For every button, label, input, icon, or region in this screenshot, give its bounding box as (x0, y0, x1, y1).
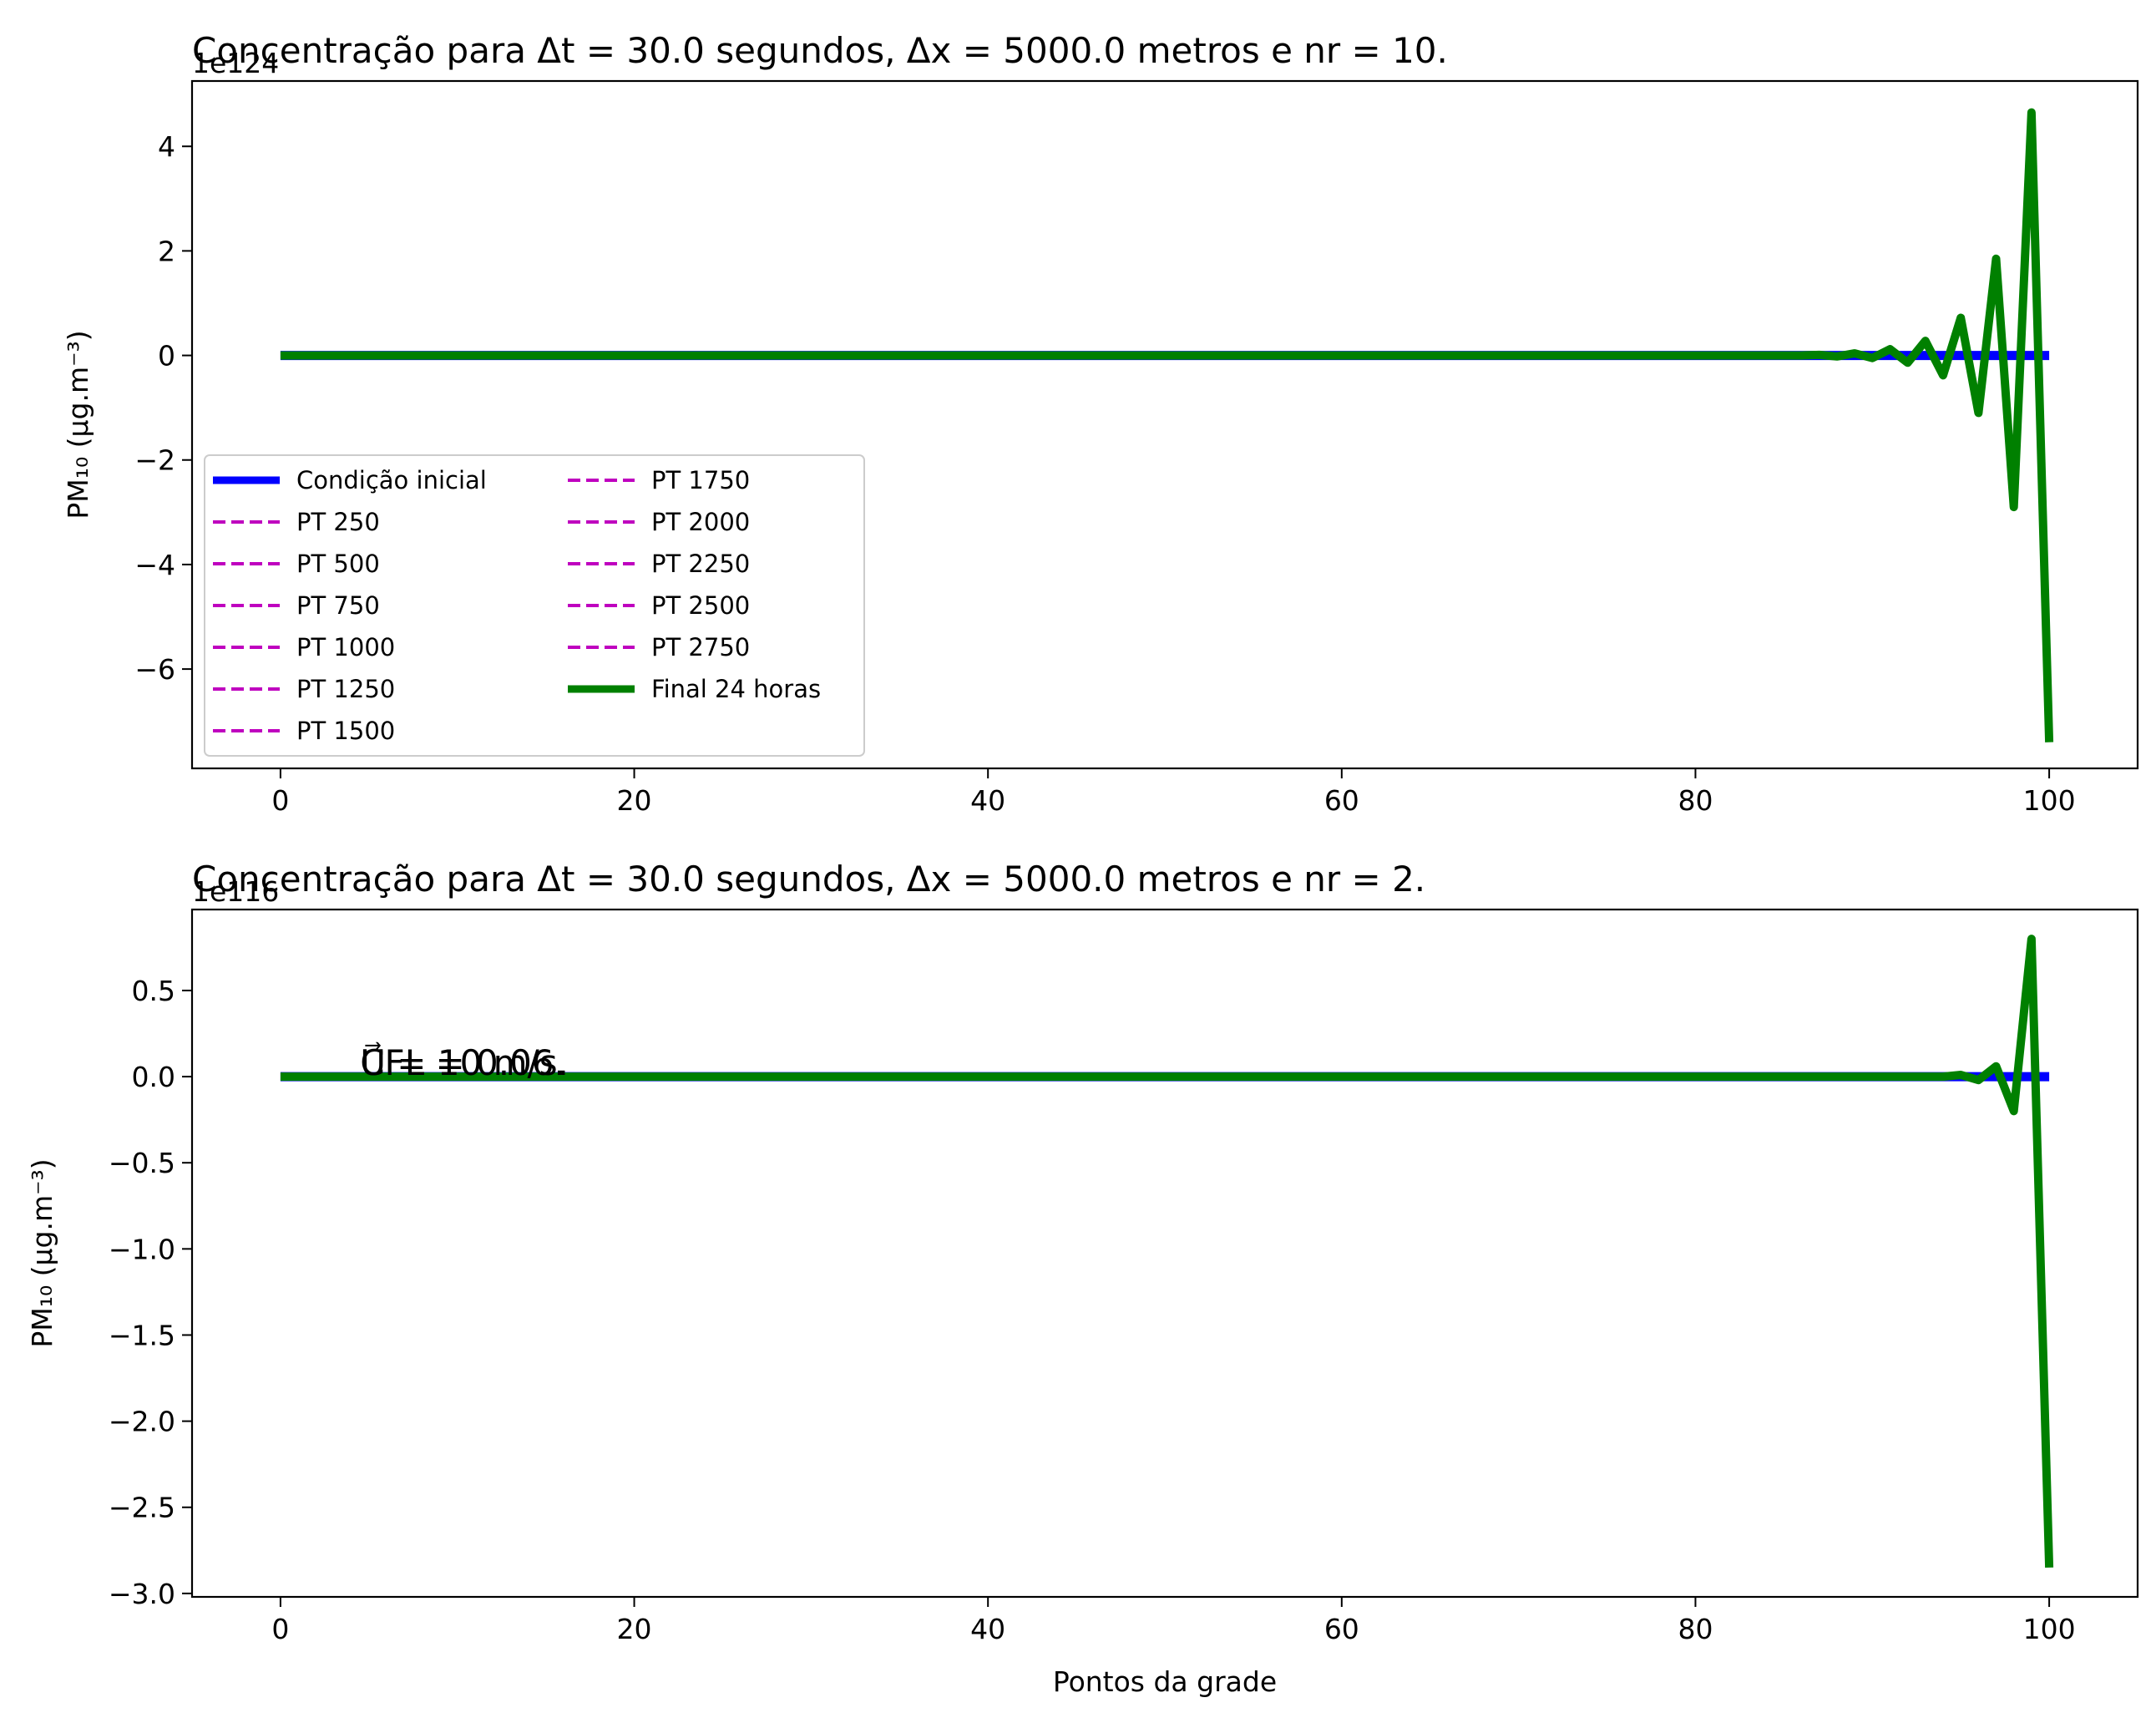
y-tick-label: −6 (134, 653, 175, 686)
x-tick-label: 80 (1678, 1613, 1713, 1645)
annotation-text: CFL = 0.06. (360, 1042, 565, 1083)
chart-title: Concentração para Δt = 30.0 segundos, Δx… (192, 859, 1425, 900)
y-tick-label: 0.0 (132, 1061, 175, 1093)
legend-label: PT 500 (296, 550, 380, 578)
series-group (280, 935, 2054, 1568)
legend-label: PT 2000 (651, 508, 750, 536)
x-tick-label: 20 (617, 1613, 652, 1645)
y-tick-label: −2.0 (109, 1406, 175, 1438)
x-tick-label: 60 (1324, 784, 1359, 817)
legend-label: PT 2250 (651, 550, 750, 578)
legend-label: PT 2500 (651, 591, 750, 620)
y-tick-label: −1.5 (109, 1319, 175, 1351)
y-tick-label: −2 (134, 444, 175, 477)
top-subplot: Concentração para Δt = 30.0 segundos, Δx… (62, 30, 2139, 817)
chart-title: Concentração para Δt = 30.0 segundos, Δx… (192, 30, 1448, 71)
legend-label: PT 2750 (651, 633, 750, 661)
y-offset-text: 1e124 (192, 47, 279, 79)
axes-frame (190, 908, 2139, 1599)
y-axis-label: PM₁₀ (μg.m⁻³) (62, 330, 94, 519)
x-tick-label: 0 (271, 1613, 289, 1645)
legend-label: PT 1500 (296, 717, 395, 745)
x-tick-label: 0 (271, 784, 289, 817)
y-tick-label: −2.5 (109, 1492, 175, 1524)
x-tick-label: 80 (1678, 784, 1713, 817)
y-tick-label: −0.5 (109, 1147, 175, 1179)
x-axis-label: Pontos da grade (1053, 1665, 1277, 1698)
y-tick-label: −4 (134, 549, 175, 581)
y-offset-text: 1e116 (192, 875, 279, 908)
legend-label: Final 24 horas (651, 675, 821, 703)
y-tick-label: −3.0 (109, 1578, 175, 1610)
legend-box (204, 454, 865, 757)
legend-label: PT 750 (296, 591, 380, 620)
legend: Condição inicial PT 250 PT 500 PT 750 PT 100… (204, 454, 865, 757)
bottom-subplot: Concentração para Δt = 30.0 segundos, Δx… (26, 859, 2139, 1698)
x-tick-label: 60 (1324, 1613, 1359, 1645)
legend-label: Condição inicial (296, 466, 487, 494)
y-tick-label: 4 (158, 130, 175, 163)
final-line (280, 935, 2054, 1568)
x-tick-label: 40 (970, 784, 1005, 817)
axes-frame (190, 79, 2139, 770)
y-tick-label: 2 (158, 235, 175, 267)
legend-label: PT 250 (296, 508, 380, 536)
x-tick-label: 20 (617, 784, 652, 817)
legend-label: PT 1000 (296, 633, 395, 661)
annotation-text: U⃗ = 10 m/s. (360, 1041, 569, 1083)
x-tick-label: 100 (2023, 784, 2076, 817)
y-tick-label: −1.0 (109, 1233, 175, 1265)
y-tick-label: 0.5 (132, 975, 175, 1007)
y-tick-label: 0 (158, 340, 175, 372)
x-tick-label: 40 (970, 1613, 1005, 1645)
final-line (280, 108, 2054, 742)
y-axis-label: PM₁₀ (μg.m⁻³) (26, 1158, 58, 1347)
series-group (280, 108, 2054, 742)
legend-label: PT 1250 (296, 675, 395, 703)
x-tick-label: 100 (2023, 1613, 2076, 1645)
legend-label: PT 1750 (651, 466, 750, 494)
